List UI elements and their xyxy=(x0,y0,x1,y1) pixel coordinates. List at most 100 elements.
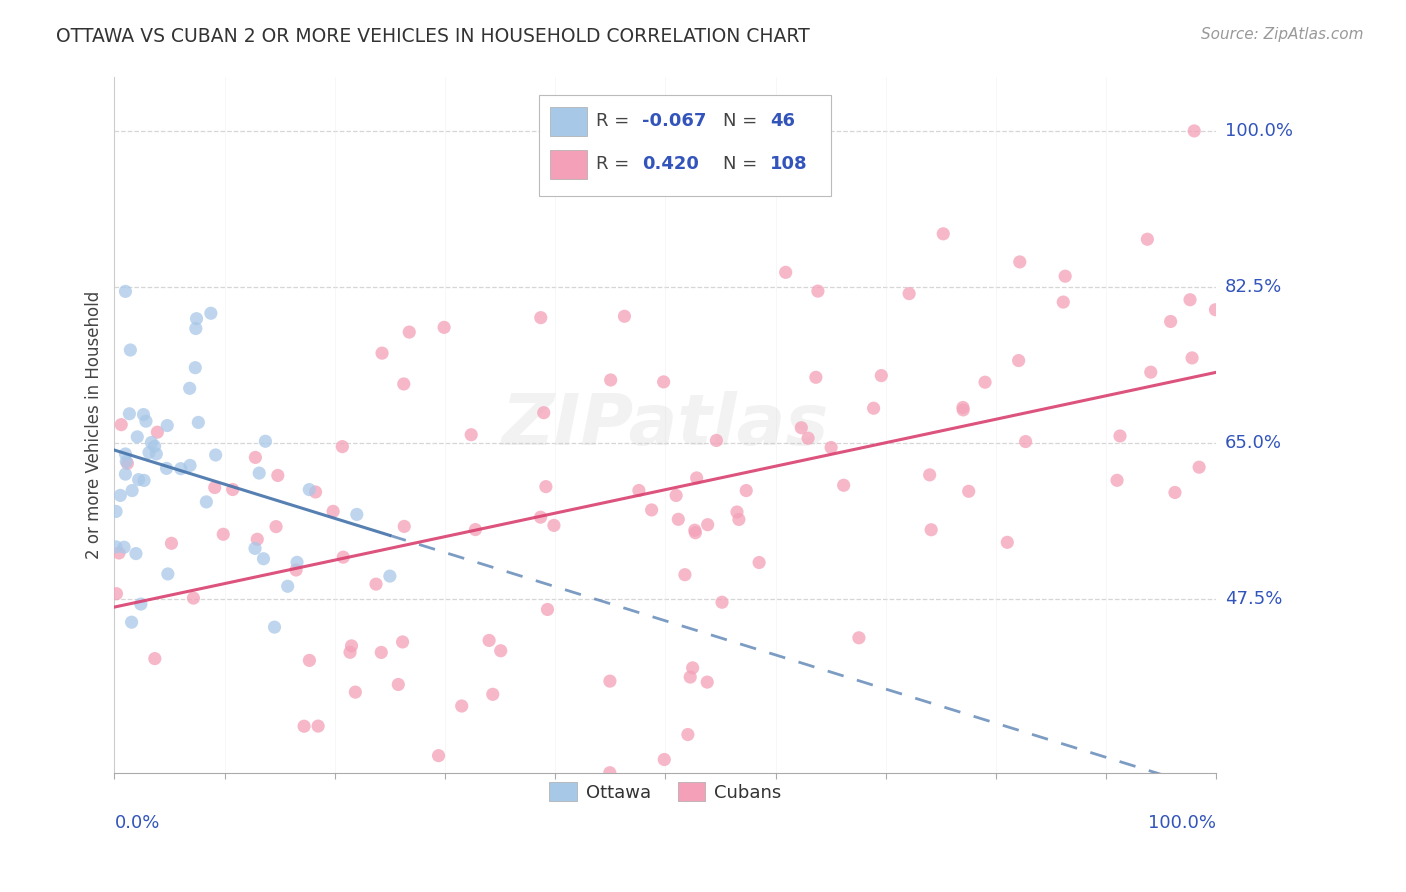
Text: R =: R = xyxy=(596,155,628,173)
Point xyxy=(184,360,207,375)
Point xyxy=(114,447,136,461)
Point xyxy=(330,440,353,454)
Point xyxy=(108,546,131,560)
Point xyxy=(143,439,166,453)
Point xyxy=(179,381,201,395)
Text: 47.5%: 47.5% xyxy=(1225,590,1282,608)
Point xyxy=(285,563,308,577)
Point xyxy=(204,481,226,495)
Point xyxy=(1160,314,1182,328)
Point xyxy=(427,748,450,763)
Point xyxy=(696,675,718,690)
Point xyxy=(200,306,222,320)
Point xyxy=(160,536,183,550)
Point xyxy=(735,483,758,498)
Point xyxy=(529,510,551,524)
Point xyxy=(195,495,218,509)
Point xyxy=(533,406,555,420)
Point xyxy=(652,375,675,389)
Point xyxy=(685,471,707,485)
Point xyxy=(298,653,321,667)
Point xyxy=(322,504,344,518)
Point xyxy=(1178,293,1201,307)
Point xyxy=(105,587,128,601)
FancyBboxPatch shape xyxy=(550,107,588,136)
Point xyxy=(1014,434,1036,449)
Point xyxy=(105,540,128,554)
Point xyxy=(340,639,363,653)
Point xyxy=(898,286,921,301)
Point xyxy=(1204,302,1226,317)
Text: 0.420: 0.420 xyxy=(643,155,699,173)
Text: 0.0%: 0.0% xyxy=(114,814,160,832)
Point xyxy=(252,551,274,566)
Point xyxy=(489,644,512,658)
Point xyxy=(1164,485,1187,500)
Point xyxy=(115,454,138,468)
Point xyxy=(183,591,205,606)
Point xyxy=(127,430,149,444)
Point xyxy=(807,284,830,298)
Point xyxy=(371,346,394,360)
Point xyxy=(120,343,142,357)
Point xyxy=(1054,269,1077,284)
Point xyxy=(682,661,704,675)
Point xyxy=(797,431,820,445)
Point xyxy=(1139,365,1161,379)
Point xyxy=(398,325,420,339)
Point xyxy=(394,519,416,533)
Point xyxy=(957,484,980,499)
Text: 46: 46 xyxy=(770,112,794,130)
Point xyxy=(112,540,135,554)
Point xyxy=(212,527,235,541)
Point xyxy=(128,473,150,487)
Point xyxy=(1136,232,1159,246)
Point xyxy=(673,567,696,582)
Point xyxy=(129,597,152,611)
Point xyxy=(114,467,136,482)
Point xyxy=(170,461,193,475)
Point xyxy=(685,525,707,540)
Point xyxy=(114,285,136,299)
Point xyxy=(995,535,1018,549)
Point xyxy=(599,674,621,689)
Point xyxy=(536,602,558,616)
Point xyxy=(155,461,177,475)
Text: -0.067: -0.067 xyxy=(643,112,707,130)
Point xyxy=(640,503,662,517)
Point xyxy=(110,488,132,502)
Point xyxy=(1008,255,1031,269)
Point xyxy=(1007,353,1029,368)
Point xyxy=(117,457,139,471)
Point xyxy=(121,615,143,630)
Point xyxy=(121,483,143,498)
Point xyxy=(599,765,621,780)
Point xyxy=(652,752,675,766)
Point xyxy=(627,483,650,498)
Point xyxy=(344,685,367,699)
Point xyxy=(775,265,797,279)
Point xyxy=(118,407,141,421)
Y-axis label: 2 or more Vehicles in Household: 2 or more Vehicles in Household xyxy=(86,291,103,559)
Text: 100.0%: 100.0% xyxy=(1225,122,1292,140)
Point xyxy=(683,523,706,537)
Point xyxy=(848,631,870,645)
Point xyxy=(298,483,321,497)
Point xyxy=(952,401,974,415)
Point xyxy=(706,434,728,448)
Point xyxy=(243,541,266,556)
Point xyxy=(952,403,974,417)
Point xyxy=(387,677,409,691)
Point xyxy=(254,434,277,449)
Point xyxy=(186,311,208,326)
Point xyxy=(267,468,290,483)
Point xyxy=(478,633,501,648)
Point xyxy=(156,566,179,581)
Point xyxy=(464,523,486,537)
Point xyxy=(245,450,267,465)
Point xyxy=(135,414,157,428)
Point xyxy=(105,504,128,518)
Point xyxy=(304,485,326,500)
Point xyxy=(460,427,482,442)
Text: Source: ZipAtlas.com: Source: ZipAtlas.com xyxy=(1201,27,1364,42)
